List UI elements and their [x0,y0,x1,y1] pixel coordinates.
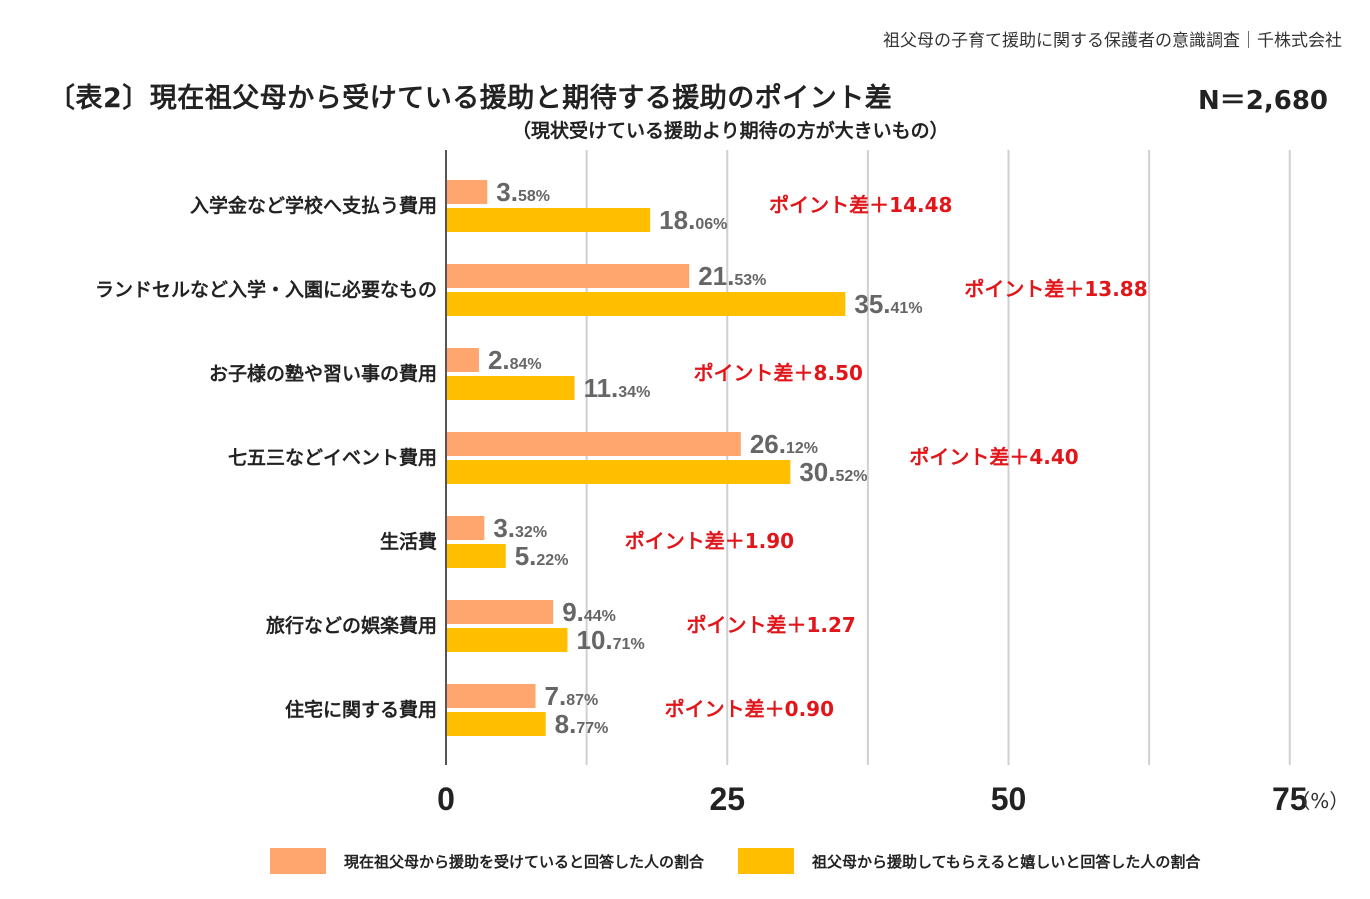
category-label: 七五三などイベント費用 [228,446,437,469]
bar-expected [447,208,651,232]
data-label: 21.53% [698,261,766,291]
bar-expected [447,628,568,652]
bar-current [447,432,741,456]
data-label: 8.77% [555,709,609,739]
chart-title: 〔表2〕現在祖父母から受けている援助と期待する援助のポイント差 [48,83,893,114]
data-label: 18.06% [659,205,727,235]
category-label: お子様の塾や習い事の費用 [209,362,437,385]
point-diff-label: ポイント差＋4.40 [909,445,1078,469]
source-credit: 祖父母の子育て援助に関する保護者の意識調査｜千株式会社 [883,31,1342,51]
category-label: ランドセルなど入学・入園に必要なもの [95,278,437,301]
x-unit-label: （%） [1290,789,1349,813]
data-label: 30.52% [799,457,867,487]
bar-expected [447,376,575,400]
point-diff-label: ポイント差＋8.50 [694,361,863,385]
bar-expected [447,712,546,736]
data-label: 35.41% [854,289,922,319]
bar-current [447,180,488,204]
legend-label-expected: 祖父母から援助してもらえると嬉しいと回答した人の割合 [812,852,1201,871]
data-label: 7.87% [545,681,599,711]
sample-size: N＝2,680 [1198,86,1329,116]
data-label: 5.22% [515,541,569,571]
bar-current [447,348,479,372]
legend-label-current: 現在祖父母から援助を受けていると回答した人の割合 [344,852,705,871]
legend-swatch-current [270,848,326,874]
category-label: 旅行などの娯楽費用 [266,614,437,637]
category-label: 入学金など学校へ支払う費用 [190,194,437,217]
chart-subtitle: （現状受けている援助より期待の方が大きいもの） [512,120,949,142]
category-label: 生活費 [380,530,437,553]
data-label: 3.58% [496,177,550,207]
bar-current [447,600,554,624]
x-tick-label: 25 [709,781,745,817]
bar-current [447,516,485,540]
legend: 現在祖父母から援助を受けていると回答した人の割合 祖父母から援助してもらえると嬉… [270,848,1234,874]
bar-current [447,264,690,288]
category-label: 住宅に関する費用 [285,698,437,721]
data-label: 3.32% [493,513,547,543]
point-diff-label: ポイント差＋0.90 [665,697,834,721]
legend-swatch-expected [738,848,795,874]
point-diff-label: ポイント差＋13.88 [964,277,1147,301]
point-diff-label: ポイント差＋1.90 [625,529,794,553]
x-tick-label: 50 [991,781,1027,817]
point-diff-label: ポイント差＋14.48 [769,193,952,217]
bar-expected [447,544,506,568]
data-label: 10.71% [576,625,644,655]
data-label: 2.84% [488,345,542,375]
bar-expected [447,292,846,316]
data-label: 26.12% [750,429,818,459]
bar-current [447,684,536,708]
x-tick-label: 75 [1272,781,1308,817]
data-label: 11.34% [584,373,651,403]
point-diff-label: ポイント差＋1.27 [686,613,855,637]
legend-item-expected: 祖父母から援助してもらえると嬉しいと回答した人の割合 [738,848,1200,874]
bar-expected [447,460,791,484]
legend-item-current: 現在祖父母から援助を受けていると回答した人の割合 [270,848,704,874]
data-label: 9.44% [562,597,616,627]
x-tick-label: 0 [437,781,455,817]
